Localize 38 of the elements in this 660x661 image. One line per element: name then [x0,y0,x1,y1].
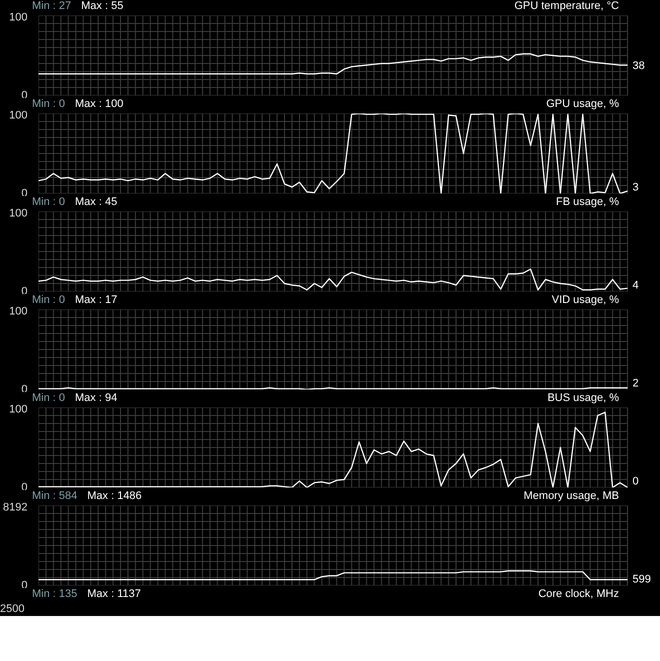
chart-title: GPU temperature, °C [514,0,619,12]
y-tick-label: 100 [9,404,28,416]
text: 599 [632,574,651,586]
y-tick-label: 100 [9,208,28,220]
text: 2500 [0,602,24,617]
text: Max : 17 [75,294,118,306]
line-series [38,412,628,488]
text: 38 [632,60,645,72]
text: Min : 0 [32,392,66,404]
text: Max : 94 [75,392,118,404]
chart-title: BUS usage, % [547,392,619,404]
text: Max : 1486 [87,490,142,502]
y-tick-label: 100 [9,110,28,122]
line-series [38,570,628,580]
text: Min : 135 [32,588,78,600]
text: Min : 0 [32,196,66,208]
chart-title: FB usage, % [556,196,619,208]
y-tick-label: 100 [9,12,28,24]
text: Max : 1137 [87,588,141,600]
chart-title: GPU usage, % [546,98,619,110]
text: 0 [632,476,639,488]
text: Max : 55 [81,0,124,12]
text: 2 [632,378,639,390]
text: 3 [632,182,639,194]
chart-title: Memory usage, MB [524,490,619,502]
text: Min : 584 [32,490,78,502]
line-series [38,114,628,194]
chart-title: VID usage, % [552,294,619,306]
line-series [38,53,628,74]
text: Max : 100 [75,98,124,110]
text: Max : 45 [75,196,118,208]
text: Min : 0 [32,294,66,306]
y-tick-label: 8192 [3,502,28,514]
text: 4 [632,280,639,292]
text: Min : 27 [32,0,72,12]
text: Min : 0 [32,98,66,110]
y-tick-label: 100 [9,306,28,318]
text: Core clock, MHz [538,588,619,600]
